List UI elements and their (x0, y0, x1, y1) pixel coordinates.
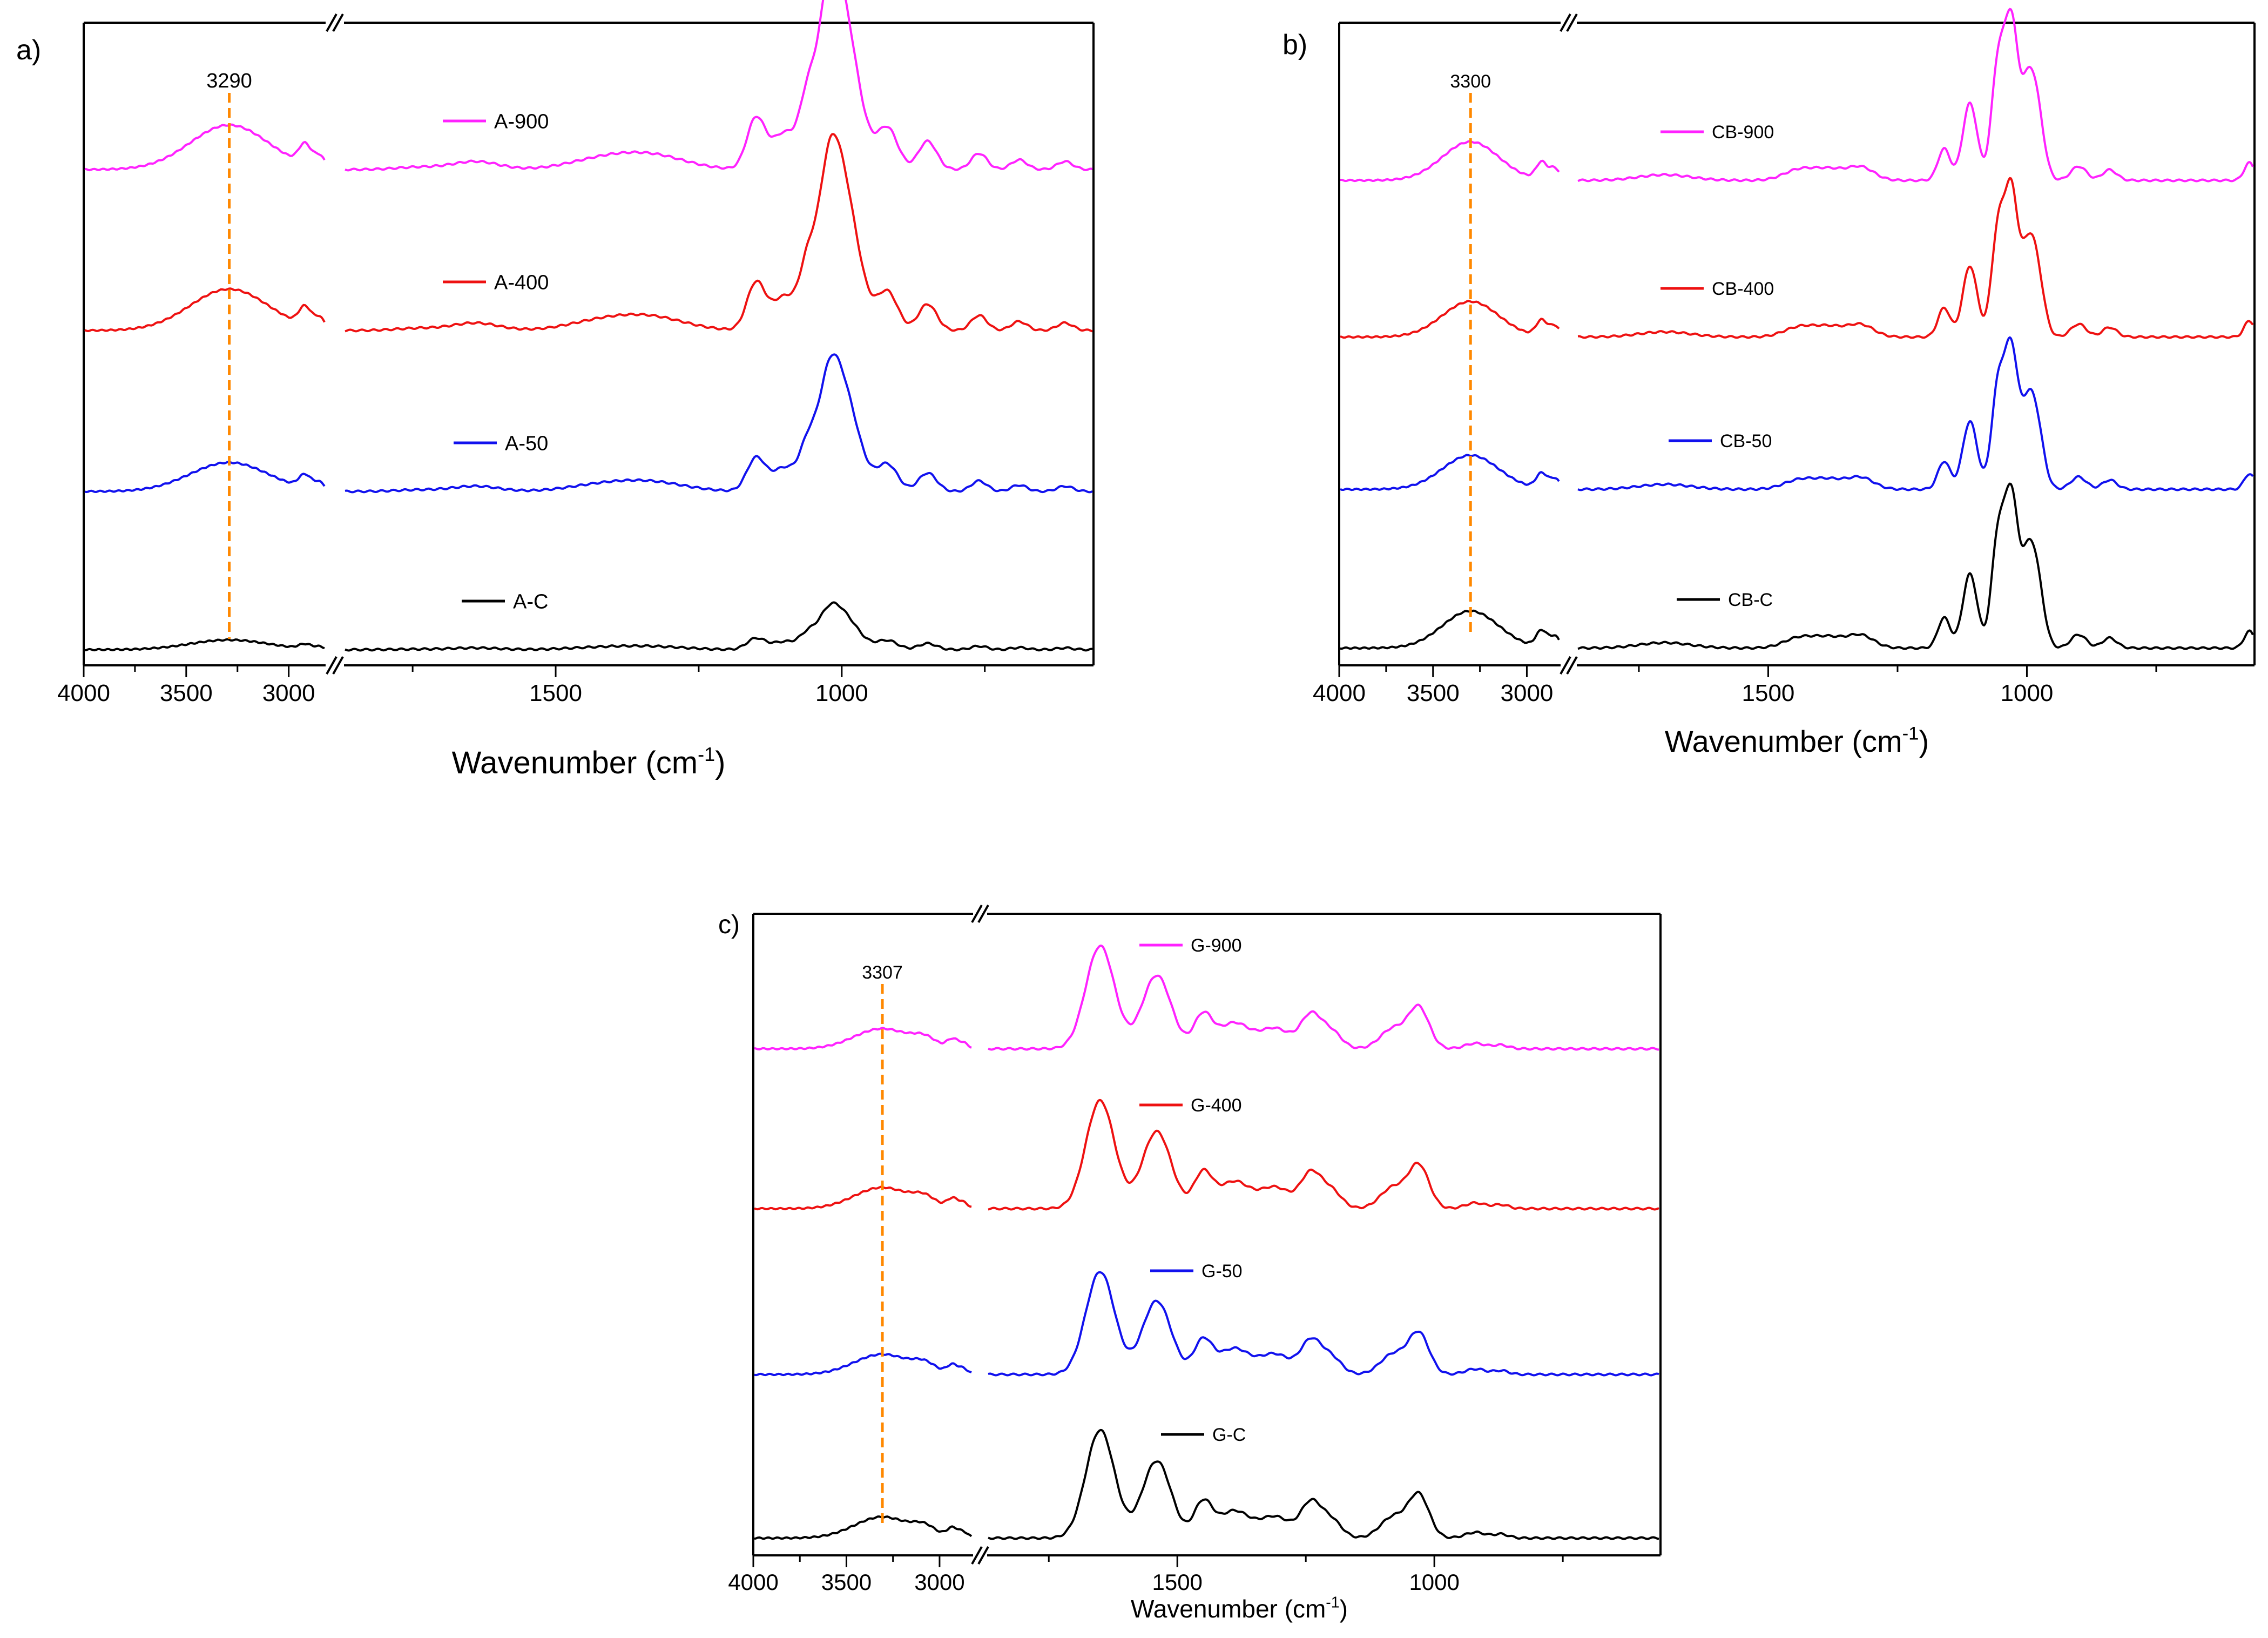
x-tick-label: 4000 (1313, 680, 1366, 706)
series-line-right (1577, 177, 2254, 339)
legend-label: A-900 (494, 110, 549, 133)
series-line-right (345, 353, 1093, 494)
series-line-right (988, 1098, 1659, 1211)
axis-break-mark (1566, 14, 1578, 32)
series-line-right (345, 133, 1093, 333)
x-tick-label: 1500 (1742, 680, 1795, 706)
axis-break-mark (977, 1546, 989, 1565)
x-axis-label-close: ) (1919, 724, 1929, 758)
legend-label: A-400 (494, 271, 549, 294)
panel-1: 4000 3500 3000 1500 1000 Wavenumber (cm-1) b) C… (1282, 8, 2256, 758)
x-tick-label: 1000 (815, 680, 868, 706)
series-line-right (988, 945, 1659, 1051)
axis-break-mark (1560, 14, 1571, 32)
series-line-right (345, 0, 1093, 172)
x-tick-label: 3000 (914, 1569, 964, 1595)
x-tick-label: 4000 (57, 680, 110, 706)
panel-label: c) (718, 911, 740, 939)
x-tick-label: 4000 (728, 1569, 778, 1595)
axis-break-mark (1560, 656, 1571, 675)
axis-break-mark (971, 905, 983, 923)
series-line-left (84, 287, 326, 333)
legend-label: G-900 (1191, 935, 1242, 956)
series-line-left (84, 123, 326, 172)
x-axis-label-superscript: -1 (1902, 724, 1919, 744)
legend-label: A-50 (505, 432, 548, 455)
axis-break-mark (332, 14, 344, 32)
x-axis-label: Wavenumber (cm-1) (1131, 1594, 1348, 1623)
series-line-left (1340, 300, 1560, 339)
legend-label: CB-50 (1720, 431, 1772, 451)
legend-label: A-C (513, 590, 548, 613)
x-axis-label-main: Wavenumber (cm (1131, 1595, 1326, 1623)
series-line-left (754, 1352, 972, 1377)
series-line-left (84, 461, 326, 494)
axis-break-mark (1566, 656, 1578, 675)
x-axis-label-main: Wavenumber (cm (1665, 724, 1902, 758)
series-line-left (754, 1185, 972, 1211)
x-axis-label-main: Wavenumber (cm (452, 745, 698, 780)
panel-label: a) (16, 35, 41, 66)
legend-label: CB-400 (1712, 279, 1774, 299)
series-line-right (1577, 336, 2254, 491)
x-tick-label: 3000 (262, 680, 315, 706)
series-line-left (84, 638, 325, 652)
panel-label: b) (1282, 29, 1307, 60)
x-axis-label: Wavenumber (cm-1) (452, 743, 726, 780)
legend-label: CB-900 (1712, 122, 1774, 143)
axis-break-mark (326, 656, 338, 675)
x-tick-label: 1500 (1152, 1569, 1202, 1595)
x-tick-label: 1000 (2001, 680, 2054, 706)
series-line-left (754, 1515, 973, 1540)
panel-0: 4000 3500 3000 1500 1000 Wavenumber (cm-1) a) A… (16, 0, 1095, 780)
series-line-right (1577, 482, 2254, 650)
series-line-right (988, 1428, 1659, 1540)
x-axis-label-superscript: -1 (1326, 1594, 1339, 1612)
x-tick-label: 1500 (529, 680, 582, 706)
legend-label: CB-C (1728, 590, 1773, 610)
x-axis-label-close: ) (715, 745, 725, 780)
peak-marker-label: 3300 (1450, 71, 1491, 92)
legend-label: G-50 (1202, 1261, 1243, 1282)
series-line-right (1577, 8, 2254, 183)
x-tick-label: 3500 (821, 1569, 872, 1595)
series-line-right (988, 1271, 1659, 1377)
panel-2: 4000 3500 3000 1500 1000 Wavenumber (cm-1) c) G… (718, 905, 1662, 1623)
series-line-left (1340, 454, 1560, 491)
peak-marker-label: 3307 (862, 962, 903, 983)
x-axis-label: Wavenumber (cm-1) (1665, 724, 1929, 758)
axis-break-mark (326, 14, 338, 32)
x-axis-label-superscript: -1 (698, 743, 715, 765)
axis-break-mark (977, 905, 989, 923)
x-tick-label: 3500 (160, 680, 213, 706)
x-tick-label: 1000 (1409, 1569, 1459, 1595)
axis-break-mark (971, 1546, 983, 1565)
peak-marker-label: 3290 (206, 70, 252, 92)
legend-label: G-C (1212, 1425, 1246, 1445)
legend-label: G-400 (1191, 1095, 1242, 1116)
series-line-right (345, 601, 1093, 652)
x-tick-label: 3500 (1407, 680, 1460, 706)
series-line-left (1340, 140, 1560, 183)
axis-break-mark (332, 656, 344, 675)
series-line-left (754, 1027, 972, 1051)
x-axis-label-close: ) (1340, 1595, 1348, 1623)
x-tick-label: 3000 (1501, 680, 1554, 706)
series-line-left (1340, 609, 1560, 650)
